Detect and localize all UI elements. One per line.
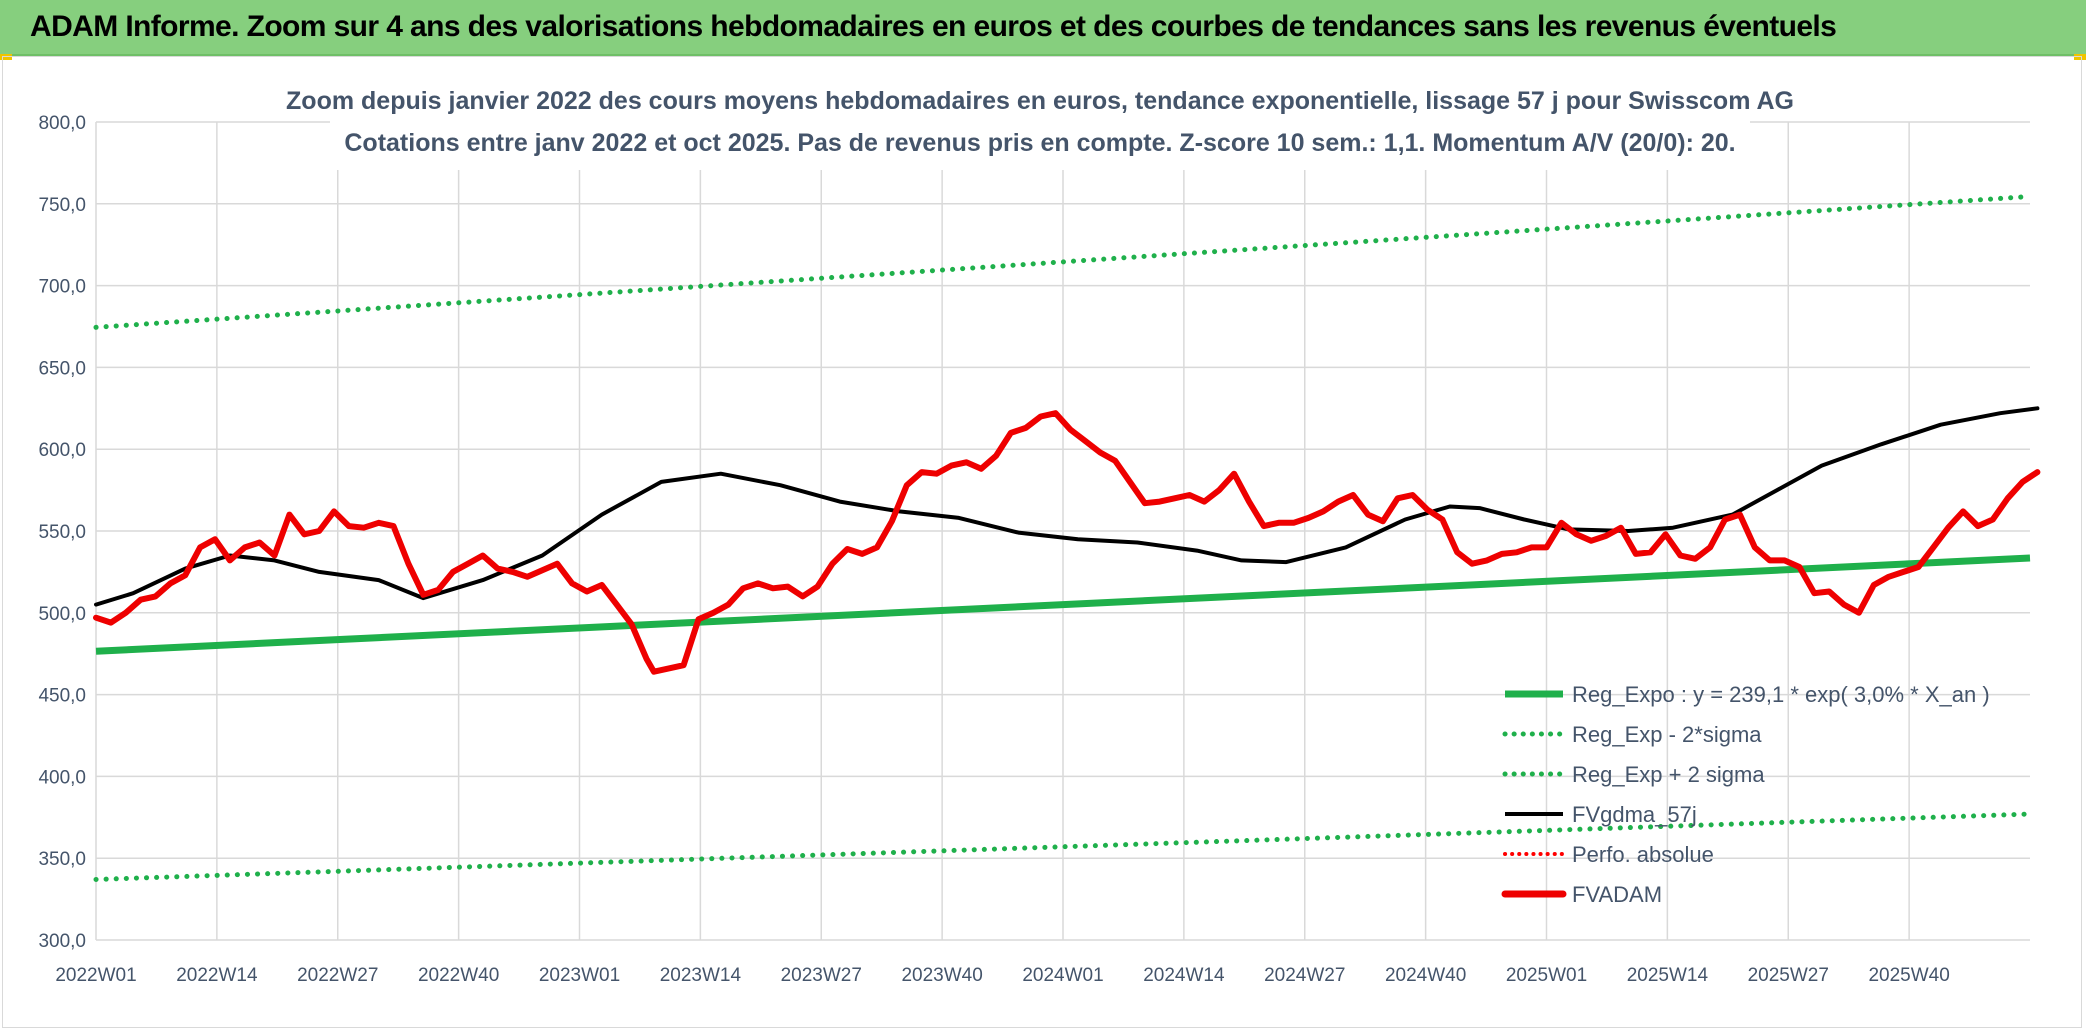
- series-group: [93, 193, 2041, 882]
- x-tick-label: 2022W40: [418, 965, 499, 986]
- y-tick-label: 500,0: [38, 604, 86, 625]
- chart-title-line2: Cotations entre janv 2022 et oct 2025. P…: [344, 129, 1735, 157]
- x-tick-label: 2025W40: [1868, 965, 1949, 986]
- x-tick-label: 2024W01: [1022, 965, 1103, 986]
- legend-label-perfo: Perfo. absolue: [1572, 842, 1714, 867]
- legend-label-fvadam: FVADAM: [1572, 882, 1662, 907]
- x-tick-label: 2024W14: [1143, 965, 1225, 986]
- x-tick-label: 2022W27: [297, 965, 378, 986]
- report-header: ADAM Informe. Zoom sur 4 ans des valoris…: [0, 0, 2086, 56]
- y-tick-label: 650,0: [38, 358, 86, 379]
- x-tick-label: 2023W01: [539, 965, 620, 986]
- grid-lines: [95, 121, 2030, 941]
- lower-band-line: [93, 811, 2033, 882]
- y-tick-label: 400,0: [38, 767, 86, 788]
- legend-label-upper: Reg_Exp + 2 sigma: [1572, 762, 1765, 787]
- x-tick-label: 2022W14: [176, 965, 258, 986]
- chart-title-background: [330, 78, 1750, 170]
- legend-label-fvgdma: FVgdma_57j: [1572, 802, 1697, 827]
- y-axis: 300,0 350,0 400,0 450,0 500,0 550,0 600,0 650,0…: [38, 113, 86, 952]
- y-tick-label: 550,0: [38, 522, 86, 543]
- header-accent-right: [2074, 54, 2086, 60]
- fvgdma-line: [94, 406, 2040, 607]
- chart-title-line1: Zoom depuis janvier 2022 des cours moyen…: [286, 87, 1794, 115]
- x-tick-label: 2023W40: [901, 965, 982, 986]
- x-tick-label: 2023W14: [660, 965, 742, 986]
- x-tick-label: 2025W14: [1627, 965, 1709, 986]
- reg-expo-line: [95, 554, 2031, 655]
- x-tick-label: 2025W27: [1748, 965, 1829, 986]
- chart-title-block: Zoom depuis janvier 2022 des cours moyen…: [286, 78, 1794, 170]
- y-tick-label: 450,0: [38, 686, 86, 707]
- legend-label-reg_expo: Reg_Expo : y = 239,1 * exp( 3,0% * X_an …: [1572, 682, 1990, 707]
- x-tick-label: 2023W27: [781, 965, 862, 986]
- y-tick-label: 350,0: [38, 849, 86, 870]
- x-axis: 2022W01 2022W14 2022W27 2022W40 2023W01 2023W…: [55, 965, 1949, 986]
- x-tick-label: 2025W01: [1506, 965, 1587, 986]
- x-tick-label: 2022W01: [55, 965, 136, 986]
- x-tick-label: 2024W27: [1264, 965, 1345, 986]
- header-accent-left: [0, 54, 12, 60]
- fvadam-line: [93, 410, 2041, 675]
- y-tick-label: 800,0: [38, 113, 86, 134]
- y-tick-label: 600,0: [38, 440, 86, 461]
- upper-band-line: [93, 193, 2033, 330]
- report-title: ADAM Informe. Zoom sur 4 ans des valoris…: [30, 10, 1837, 43]
- y-tick-label: 300,0: [38, 931, 86, 952]
- legend-label-lower: Reg_Exp - 2*sigma: [1572, 722, 1762, 747]
- chart-frame: [2, 56, 2082, 1028]
- y-tick-label: 750,0: [38, 195, 86, 216]
- x-tick-label: 2024W40: [1385, 965, 1466, 986]
- y-tick-label: 700,0: [38, 277, 86, 298]
- legend: Reg_Expo : y = 239,1 * exp( 3,0% * X_an …: [1501, 682, 1990, 907]
